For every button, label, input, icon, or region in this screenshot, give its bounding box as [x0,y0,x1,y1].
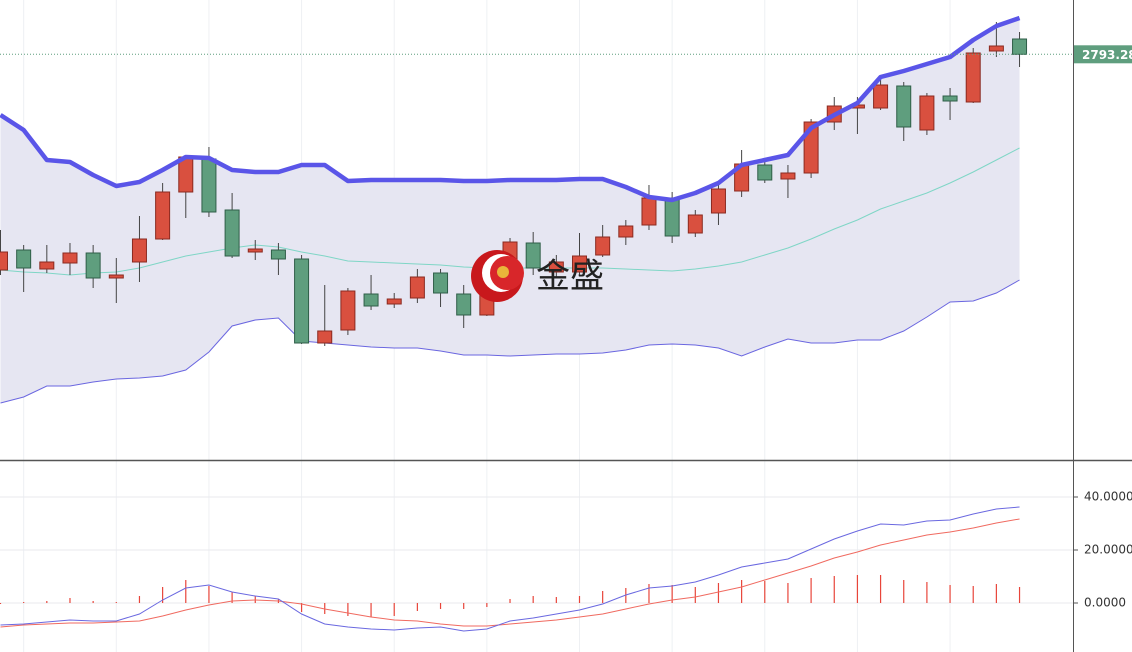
candle-body [16,249,32,269]
macd-panel [0,496,1073,632]
watermark-logo [471,250,524,302]
candle-body [710,188,726,214]
candle-body [1012,38,1028,55]
last-price-box [1074,45,1132,64]
candle-body [525,242,541,269]
candle-body [224,209,240,257]
candle-body [618,225,634,238]
candle-body [363,293,379,307]
candle-body [85,252,101,279]
candle-body [456,293,472,316]
candle-body [201,158,217,213]
candle-body [108,274,124,279]
candle-body [270,249,286,260]
candle-body [548,261,564,273]
candle-body [572,255,587,273]
candle-body [942,95,958,102]
axis-labels: 2793.28 0.0000 20.0000 40.0000 [1073,45,1132,609]
candle-body [965,52,981,103]
candle-body [873,84,889,109]
last-price-label: 2793.28 [1082,48,1132,62]
candle-body [39,261,55,270]
candle-body [433,272,449,294]
price-panel [0,15,1073,404]
candle-body [409,276,425,299]
dif-line [0,506,1020,632]
y-tick-label: 0.0000 [1084,595,1126,609]
y-tick-label: 40.0000 [1084,489,1132,503]
candle-body [62,252,78,264]
candle-body [340,290,356,331]
band-fill [0,18,1020,403]
candle-body [896,85,912,128]
dea-line [0,518,1020,628]
logo-dot [497,266,509,278]
candle-body [988,45,1004,52]
candle-body [641,197,657,226]
candle-body [247,248,263,253]
watermark-text: 金盛 [536,257,604,297]
candle-body [595,236,611,256]
candle-body [155,191,171,240]
candle-body [687,214,703,234]
y-tick-label: 20.0000 [1084,542,1132,556]
candle-body [0,251,8,271]
candle-body [131,238,147,263]
band-upper [0,15,1021,203]
candle-body [294,258,310,344]
band-lower [0,279,1020,404]
candle-body [757,164,773,181]
candle-body [386,298,402,305]
candle-body [664,197,680,237]
candle-body [919,95,935,131]
candle-body [780,172,796,180]
candle-body [317,330,333,344]
